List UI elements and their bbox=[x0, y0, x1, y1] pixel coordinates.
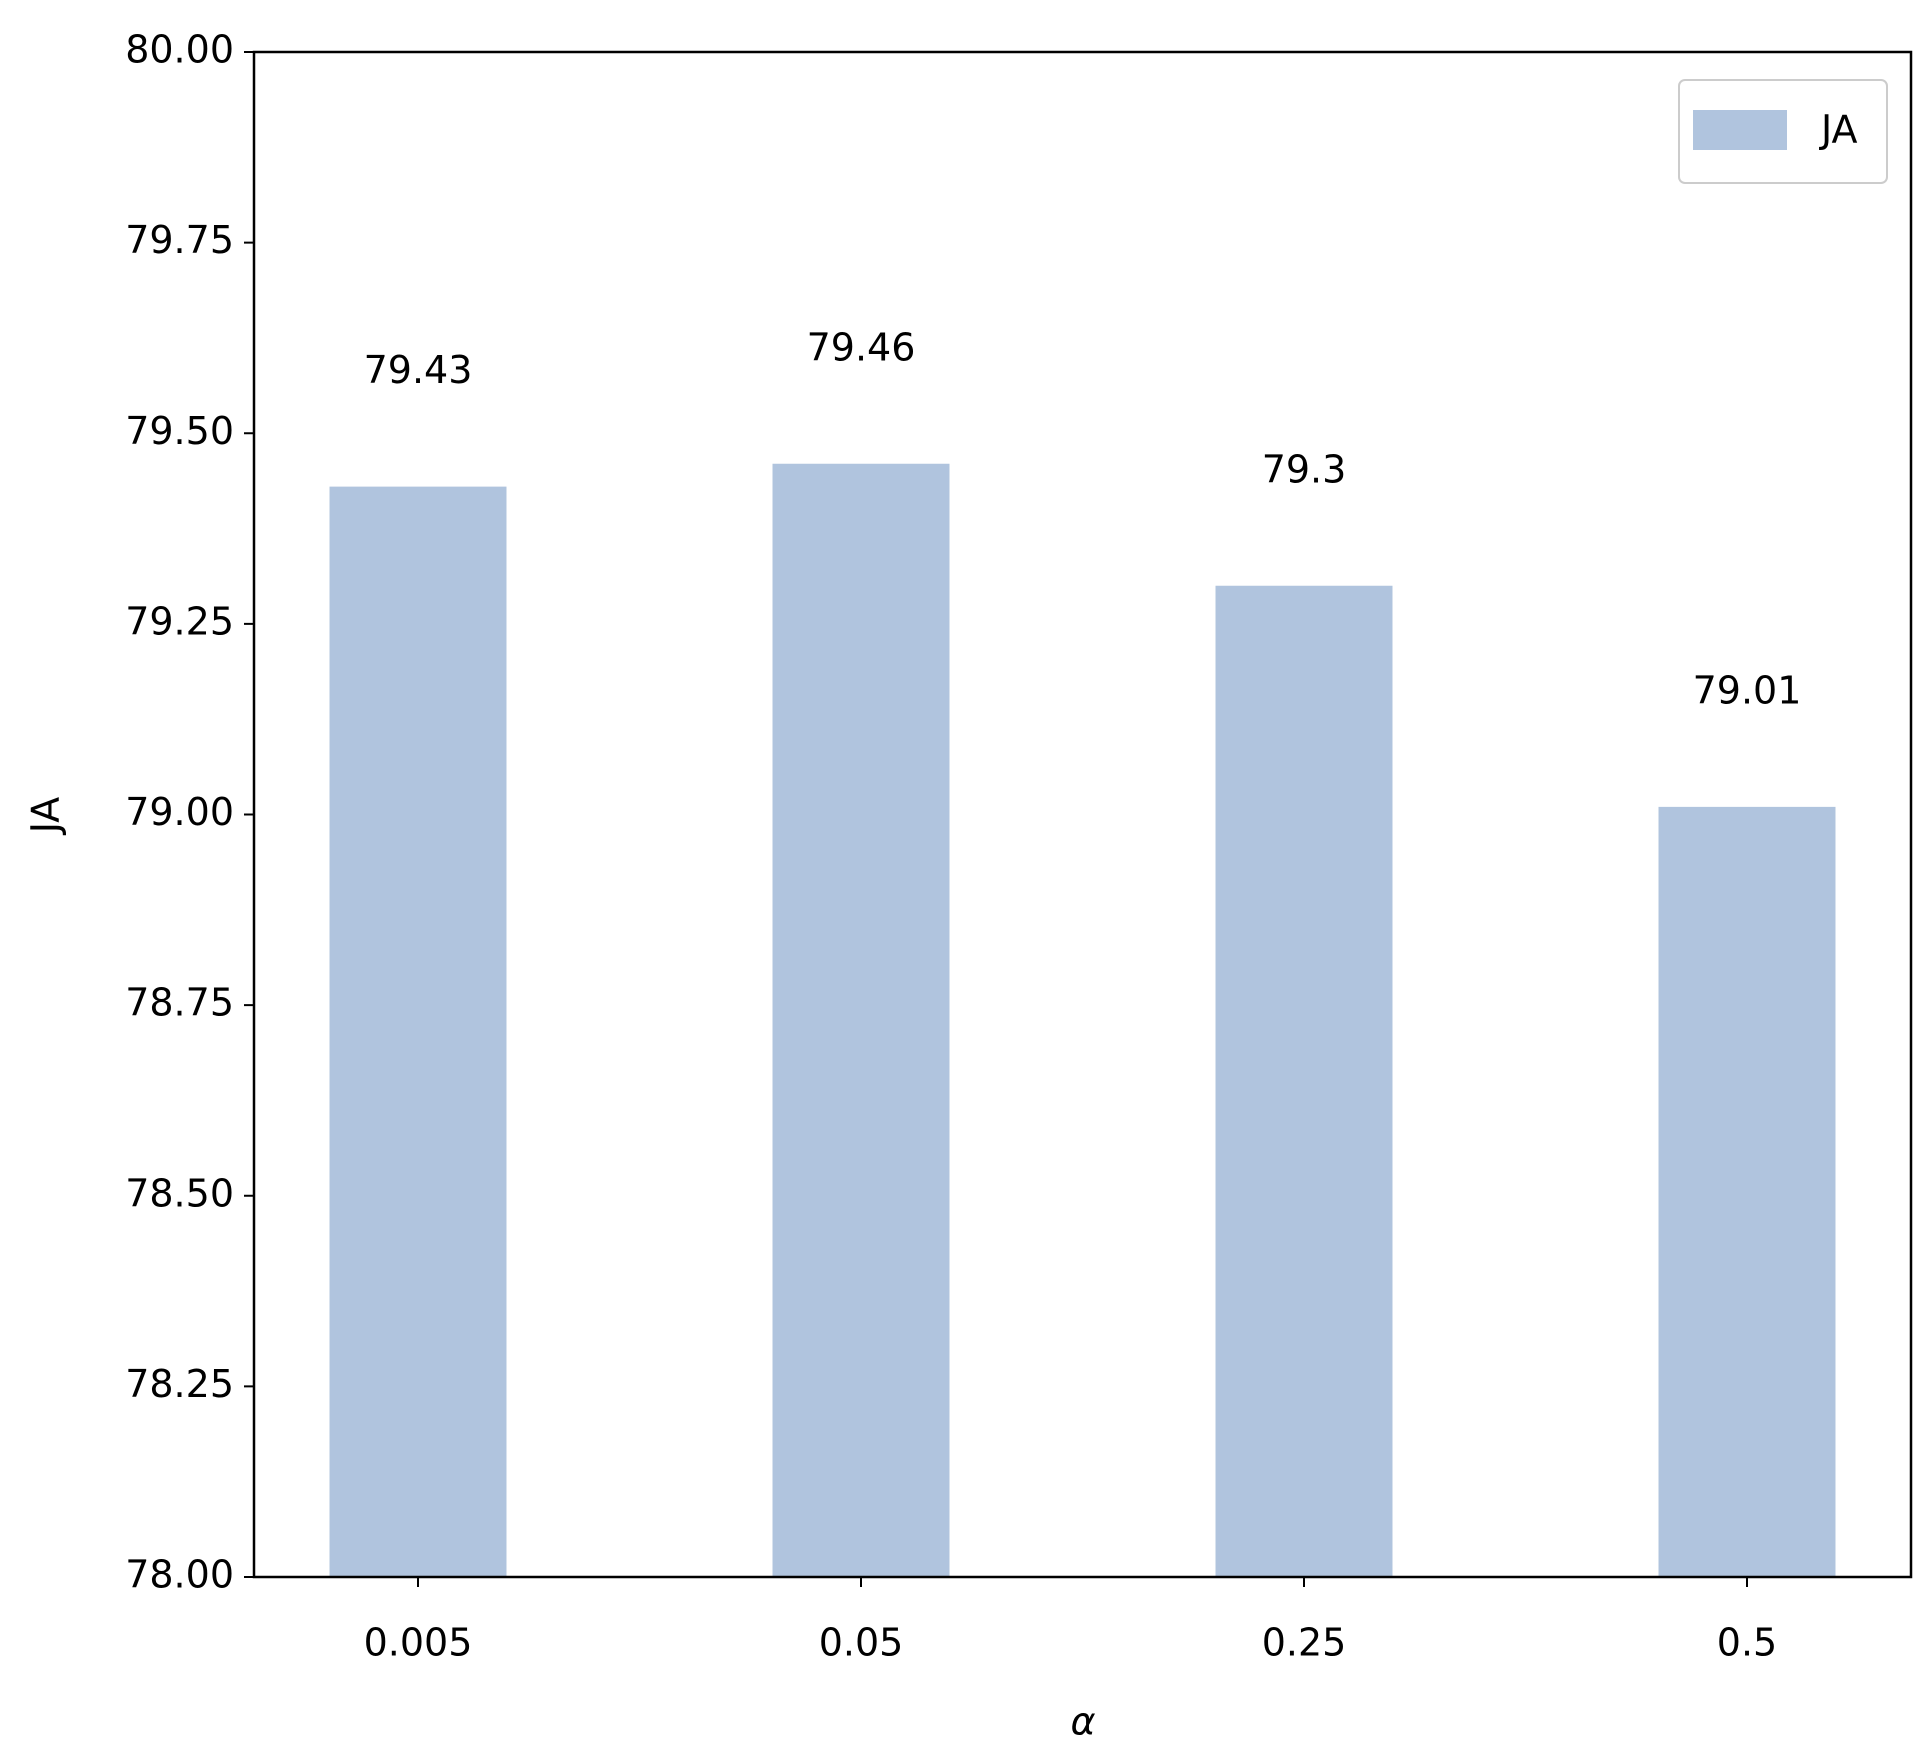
y-tick-label: 78.00 bbox=[125, 1553, 234, 1597]
x-tick-label: 0.05 bbox=[819, 1621, 904, 1665]
bar bbox=[1215, 585, 1393, 1577]
bar bbox=[772, 463, 950, 1577]
y-tick-label: 79.00 bbox=[125, 790, 234, 834]
x-tick-label: 0.25 bbox=[1262, 1621, 1347, 1665]
y-tick-label: 79.25 bbox=[125, 599, 234, 643]
y-tick-label: 78.75 bbox=[125, 981, 234, 1025]
value-label: 79.46 bbox=[807, 325, 916, 369]
y-tick-label: 78.25 bbox=[125, 1362, 234, 1406]
plot-frame bbox=[252, 50, 1913, 1579]
x-tick-label: 0.005 bbox=[364, 1621, 473, 1665]
x-axis-label: α bbox=[1070, 1700, 1095, 1744]
y-tick-label: 79.50 bbox=[125, 409, 234, 453]
legend-swatch bbox=[1693, 110, 1787, 150]
bar bbox=[1658, 806, 1836, 1577]
x-tick-label: 0.5 bbox=[1717, 1621, 1777, 1665]
legend-label: JA bbox=[1819, 108, 1858, 152]
bar bbox=[329, 486, 507, 1577]
y-tick-label: 80.00 bbox=[125, 28, 234, 72]
y-axis-label: JA bbox=[24, 797, 68, 836]
y-tick-label: 79.75 bbox=[125, 218, 234, 262]
y-tick-label: 78.50 bbox=[125, 1171, 234, 1215]
value-label: 79.3 bbox=[1262, 447, 1347, 491]
value-label: 79.01 bbox=[1693, 668, 1802, 712]
value-label: 79.43 bbox=[364, 348, 473, 392]
